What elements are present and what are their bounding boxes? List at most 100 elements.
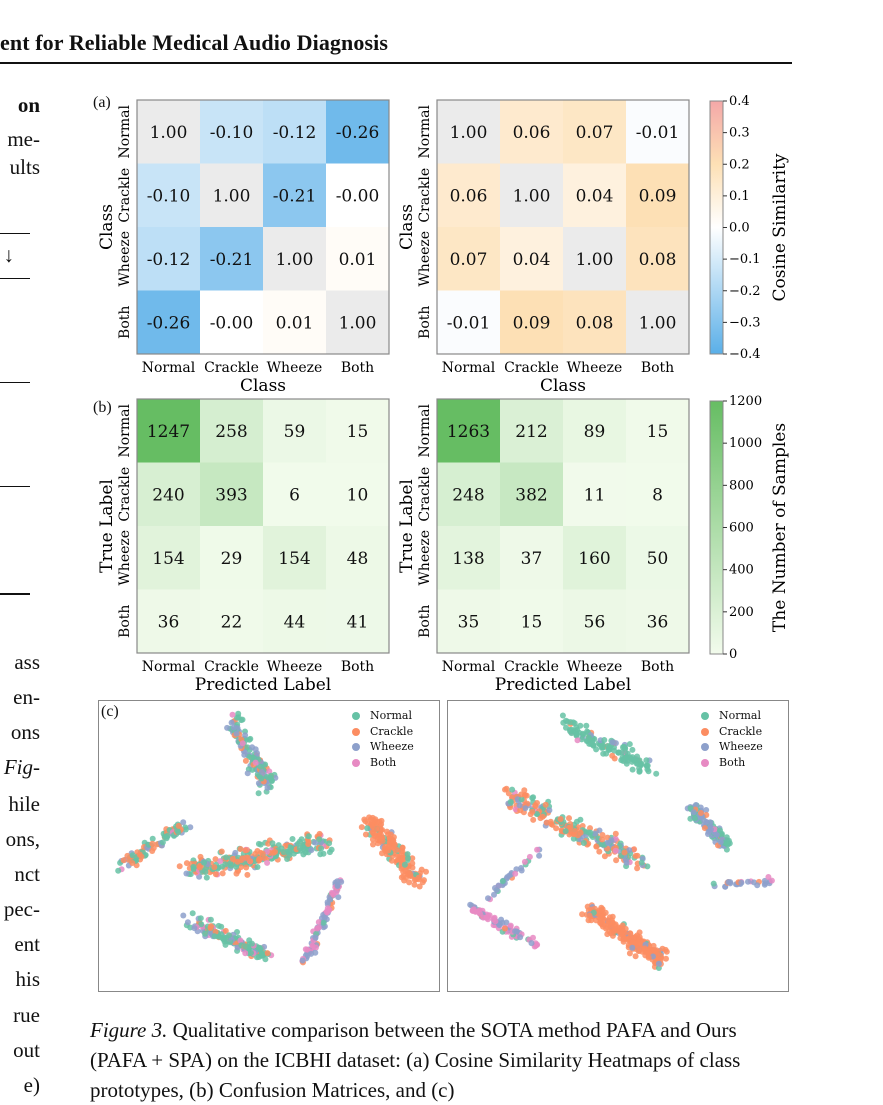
tsne-point bbox=[517, 934, 524, 941]
heatmap-frame bbox=[136, 99, 390, 355]
tsne-point bbox=[530, 816, 537, 823]
heatmap-cell-value: 240 bbox=[152, 485, 184, 505]
left-text-fragment: en- bbox=[13, 685, 40, 709]
heatmap-cell-value: 0.08 bbox=[576, 313, 614, 333]
tsne-point bbox=[378, 835, 385, 842]
legend-swatch-both bbox=[701, 758, 709, 767]
tsne-point bbox=[255, 790, 262, 797]
tsne-point bbox=[599, 836, 606, 843]
tsne-point bbox=[369, 814, 376, 821]
colorbar-tick-label: 0.3 bbox=[729, 126, 750, 141]
figure-caption: Figure 3. Qualitative comparison between… bbox=[90, 1015, 795, 1105]
heatmap-cell-value: 1.00 bbox=[450, 123, 488, 143]
tsne-point bbox=[229, 711, 236, 718]
tsne-point bbox=[268, 778, 275, 784]
heatmap-cell bbox=[200, 399, 263, 463]
x-tick-label: Both bbox=[341, 659, 374, 675]
tsne-point bbox=[393, 846, 400, 853]
tsne-point bbox=[559, 712, 566, 719]
tsne-point bbox=[409, 864, 416, 871]
tsne-point bbox=[314, 925, 320, 932]
tsne-point bbox=[518, 796, 525, 803]
legend-item-normal: Normal bbox=[701, 708, 763, 724]
tsne-point bbox=[703, 818, 710, 825]
tsne-point bbox=[605, 840, 612, 846]
heatmap-cell-value: 0.04 bbox=[576, 186, 614, 206]
tsne-point bbox=[534, 846, 541, 853]
tsne-right-plot bbox=[467, 712, 775, 971]
legend-swatch-crackle bbox=[701, 727, 709, 736]
left-table-rule bbox=[0, 593, 30, 595]
tsne-point bbox=[326, 840, 333, 847]
x-tick-label: Wheeze bbox=[267, 360, 323, 376]
tsne-point bbox=[765, 874, 772, 880]
heatmap-cell bbox=[437, 290, 500, 354]
heatmap-cell bbox=[326, 100, 389, 164]
tsne-point bbox=[516, 802, 523, 809]
tsne-point bbox=[189, 910, 196, 917]
heatmap-cell bbox=[263, 290, 326, 354]
tsne-point bbox=[580, 840, 587, 846]
tsne-point bbox=[624, 936, 631, 943]
tsne-point bbox=[257, 763, 264, 770]
tsne-point bbox=[335, 894, 342, 901]
tsne-point bbox=[385, 843, 392, 850]
left-table-rule bbox=[0, 278, 30, 279]
heatmap-cell bbox=[626, 589, 689, 653]
legend-label: Wheeze bbox=[719, 740, 763, 753]
x-tick-label: Wheeze bbox=[567, 360, 623, 376]
left-text-fragment: ent bbox=[14, 932, 40, 956]
tsne-point bbox=[609, 752, 616, 759]
tsne-point bbox=[499, 878, 506, 885]
heatmap-cell-value: 89 bbox=[584, 422, 606, 442]
heatmap-cell-value: 35 bbox=[458, 612, 480, 632]
tsne-point bbox=[229, 856, 236, 862]
tsne-point bbox=[597, 915, 604, 922]
tsne-point bbox=[467, 901, 474, 908]
tsne-point bbox=[631, 846, 638, 853]
tsne-point bbox=[379, 850, 385, 857]
tsne-point bbox=[259, 850, 266, 857]
heatmap-cell bbox=[326, 462, 389, 526]
x-tick-label: Normal bbox=[442, 360, 496, 376]
heatmap-cell bbox=[437, 462, 500, 526]
tsne-point bbox=[370, 841, 376, 848]
heatmap-cell bbox=[626, 462, 689, 526]
heatmap-cell-value: 138 bbox=[452, 549, 484, 569]
tsne-point bbox=[593, 843, 600, 850]
tsne-point bbox=[223, 854, 230, 861]
tsne-point bbox=[312, 839, 319, 846]
tsne-point bbox=[725, 879, 732, 886]
tsne-point bbox=[566, 815, 572, 822]
tsne-point bbox=[612, 922, 619, 929]
heatmap-cell bbox=[263, 100, 326, 164]
heatmap-cell-value: -0.21 bbox=[273, 186, 317, 206]
tsne-point bbox=[358, 824, 365, 831]
heatmap-cell-value: 15 bbox=[521, 612, 543, 632]
heatmap-frame bbox=[436, 99, 690, 355]
tsne-point bbox=[400, 868, 407, 875]
heatmap-cell bbox=[263, 399, 326, 463]
y-axis-title: True Label bbox=[397, 479, 417, 573]
x-tick-label: Normal bbox=[442, 659, 496, 675]
tsne-point bbox=[176, 863, 183, 870]
y-tick-label: Wheeze bbox=[417, 530, 433, 586]
tsne-point bbox=[623, 859, 630, 866]
heatmap-cell bbox=[626, 163, 689, 227]
y-tick-label: Normal bbox=[117, 403, 133, 457]
tsne-point bbox=[485, 895, 491, 902]
left-text-fragment: ons bbox=[10, 720, 40, 744]
y-tick-label: Both bbox=[117, 605, 133, 638]
colorbar-tick-label: −0.1 bbox=[729, 252, 761, 267]
tsne-point bbox=[212, 856, 219, 863]
tsne-point bbox=[599, 832, 606, 838]
x-tick-label: Both bbox=[641, 659, 674, 675]
heatmap-cell bbox=[437, 526, 500, 590]
colorbar-cosine bbox=[709, 100, 724, 355]
heatmap-cell bbox=[326, 526, 389, 590]
tsne-point bbox=[528, 940, 535, 947]
heatmap-cell-value: -0.01 bbox=[636, 123, 680, 143]
x-tick-label: Crackle bbox=[504, 659, 559, 675]
tsne-point bbox=[493, 887, 500, 893]
tsne-point bbox=[252, 850, 259, 857]
